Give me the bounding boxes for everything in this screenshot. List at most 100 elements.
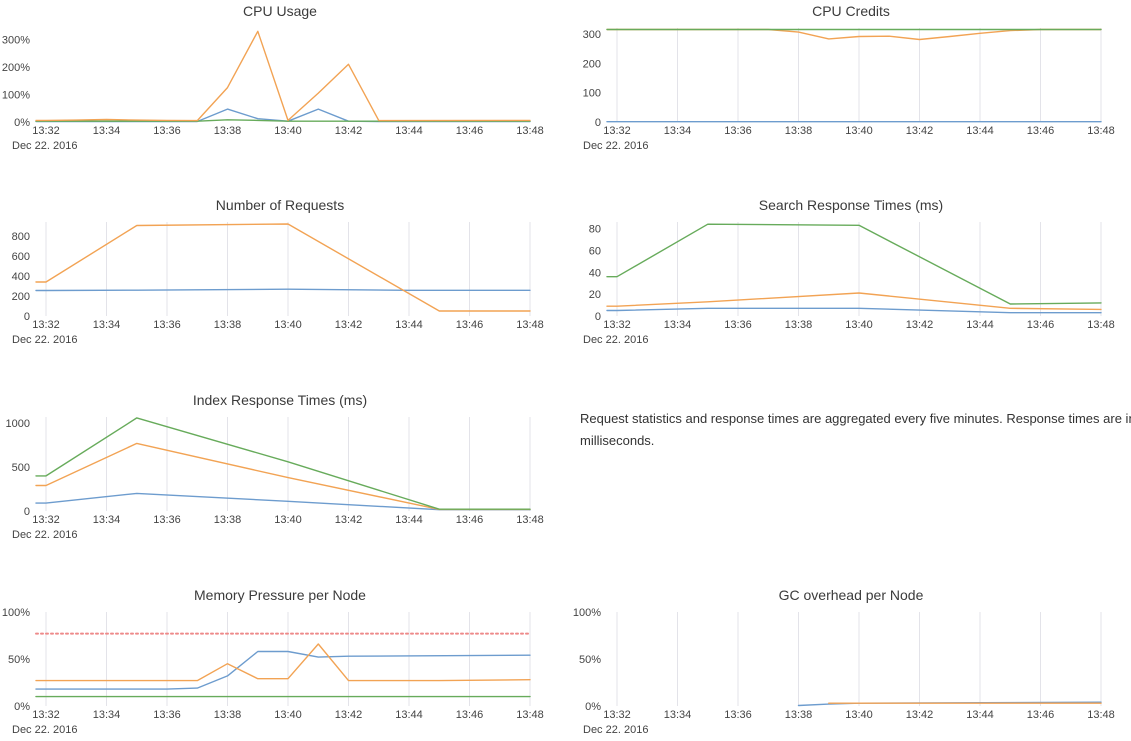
series-line-blue [35,650,531,690]
series-line-green [35,417,531,510]
y-tick-label: 200% [2,62,30,74]
chart-title: CPU Usage [243,3,317,19]
x-tick-label: 13:48 [516,125,544,137]
x-tick-label: 13:42 [335,319,363,331]
chart-canvas: Index Response Times (ms) 0 500 1000 13:32 1… [6,392,544,541]
series-line-blue [35,288,531,292]
y-tick-label: 0 [595,117,601,129]
plot-area: 0% 100% 200% 300% 13:32 13:34 13:36 13:38 13:40 1… [2,30,544,152]
x-tick-label: 13:46 [456,514,484,526]
y-tick-label: 0 [24,506,30,518]
chart-search-response-times: Search Response Times (ms) 0 20 40 60 80 13:3… [571,194,1131,364]
series-line-orange [606,292,1102,311]
y-tick-label: 0 [595,311,601,323]
x-tick-label: 13:42 [335,514,363,526]
x-tick-label: 13:36 [724,319,752,331]
date-label: Dec 22. 2016 [583,724,648,736]
chart-canvas: GC overhead per Node 0% 50% 100% 13:32 13:34… [573,587,1115,736]
x-tick-label: 13:38 [785,709,813,721]
series-line-orange [35,30,531,122]
chart-title: Index Response Times (ms) [193,392,367,408]
x-tick-label: 13:46 [456,319,484,331]
y-tick-label: 600 [12,251,30,263]
x-tick-label: 13:42 [906,319,934,331]
x-tick-label: 13:44 [395,514,423,526]
x-tick-label: 13:36 [153,125,181,137]
y-tick-label: 100% [2,90,30,102]
x-tick-label: 13:38 [214,125,242,137]
y-tick-label: 100% [2,607,30,619]
x-tick-label: 13:44 [966,125,994,137]
plot-area: 0 20 40 60 80 13:32 13:34 13:36 13:38 13:40 13:42 1… [583,222,1115,346]
y-tick-label: 60 [589,245,601,257]
x-tick-label: 13:32 [32,125,60,137]
x-tick-label: 13:46 [456,125,484,137]
y-tick-label: 1000 [6,418,30,430]
x-tick-label: 13:42 [335,125,363,137]
series-line-orange [35,223,531,312]
x-tick-label: 13:40 [845,319,873,331]
plot-area: 0% 50% 100% 13:32 13:34 13:36 13:38 13:40 13:42 1… [2,607,544,736]
series-line-orange [606,28,1102,41]
x-tick-label: 13:36 [153,514,181,526]
x-tick-label: 13:34 [93,125,121,137]
series-line-blue [606,307,1102,314]
chart-title: Memory Pressure per Node [194,587,366,603]
date-label: Dec 22. 2016 [12,529,77,541]
x-tick-label: 13:40 [274,125,302,137]
chart-canvas: CPU Usage 0% 100% 200% 300% 13:32 13:34 13:36 1… [2,3,544,152]
y-tick-label: 50% [579,654,601,666]
y-tick-label: 100 [583,88,601,100]
date-label: Dec 22. 2016 [12,334,77,346]
series-line-green [35,119,531,122]
x-tick-label: 13:36 [153,709,181,721]
x-tick-label: 13:48 [1087,319,1115,331]
x-tick-label: 13:34 [664,319,692,331]
x-tick-label: 13:38 [214,709,242,721]
x-tick-label: 13:34 [93,709,121,721]
chart-title: CPU Credits [812,3,890,19]
y-tick-label: 300 [583,29,601,41]
x-tick-label: 13:38 [214,319,242,331]
x-tick-label: 13:44 [395,709,423,721]
x-tick-label: 13:38 [785,319,813,331]
series-line-blue [35,492,531,511]
chart-cpu-usage: CPU Usage 0% 100% 200% 300% 13:32 13:34 13:36 1… [0,0,560,170]
y-tick-label: 400 [12,271,30,283]
x-tick-label: 13:36 [724,709,752,721]
x-tick-label: 13:38 [214,514,242,526]
y-tick-label: 300% [2,35,30,47]
x-tick-label: 13:34 [93,514,121,526]
y-tick-label: 200 [12,291,30,303]
series-line-orange [35,643,531,682]
y-tick-label: 80 [589,224,601,236]
y-tick-label: 50% [8,654,30,666]
chart-gc-overhead: GC overhead per Node 0% 50% 100% 13:32 13:34… [571,584,1131,741]
plot-area: 0 200 400 600 800 13:32 13:34 13:36 13:38 13:40 13… [12,222,544,346]
x-tick-label: 13:32 [603,319,631,331]
x-tick-label: 13:42 [335,709,363,721]
y-tick-label: 0% [14,701,30,713]
plot-area: 0 100 200 300 13:32 13:34 13:36 13:38 13:40 13:42… [583,28,1115,152]
chart-index-response-times: Index Response Times (ms) 0 500 1000 13:32 1… [0,389,560,559]
x-tick-label: 13:46 [456,709,484,721]
chart-cpu-credits: CPU Credits 0 100 200 300 13:32 13:34 13:36 13:… [571,0,1131,170]
date-label: Dec 22. 2016 [12,724,77,736]
x-tick-label: 13:34 [664,125,692,137]
aggregation-note: Request statistics and response times ar… [580,411,1131,448]
x-tick-label: 13:42 [906,125,934,137]
x-tick-label: 13:32 [32,319,60,331]
x-tick-label: 13:40 [274,709,302,721]
y-tick-label: 500 [12,462,30,474]
x-tick-label: 13:40 [845,709,873,721]
x-tick-label: 13:34 [664,709,692,721]
chart-canvas: Number of Requests 0 200 400 600 800 13:32 13:… [12,197,544,346]
y-tick-label: 100% [573,607,601,619]
x-tick-label: 13:32 [32,709,60,721]
x-tick-label: 13:46 [1027,125,1055,137]
x-tick-label: 13:40 [274,319,302,331]
date-label: Dec 22. 2016 [583,334,648,346]
chart-memory-pressure: Memory Pressure per Node 0% 50% 100% 13:32 1… [0,584,560,741]
x-tick-label: 13:48 [516,514,544,526]
x-tick-label: 13:38 [785,125,813,137]
